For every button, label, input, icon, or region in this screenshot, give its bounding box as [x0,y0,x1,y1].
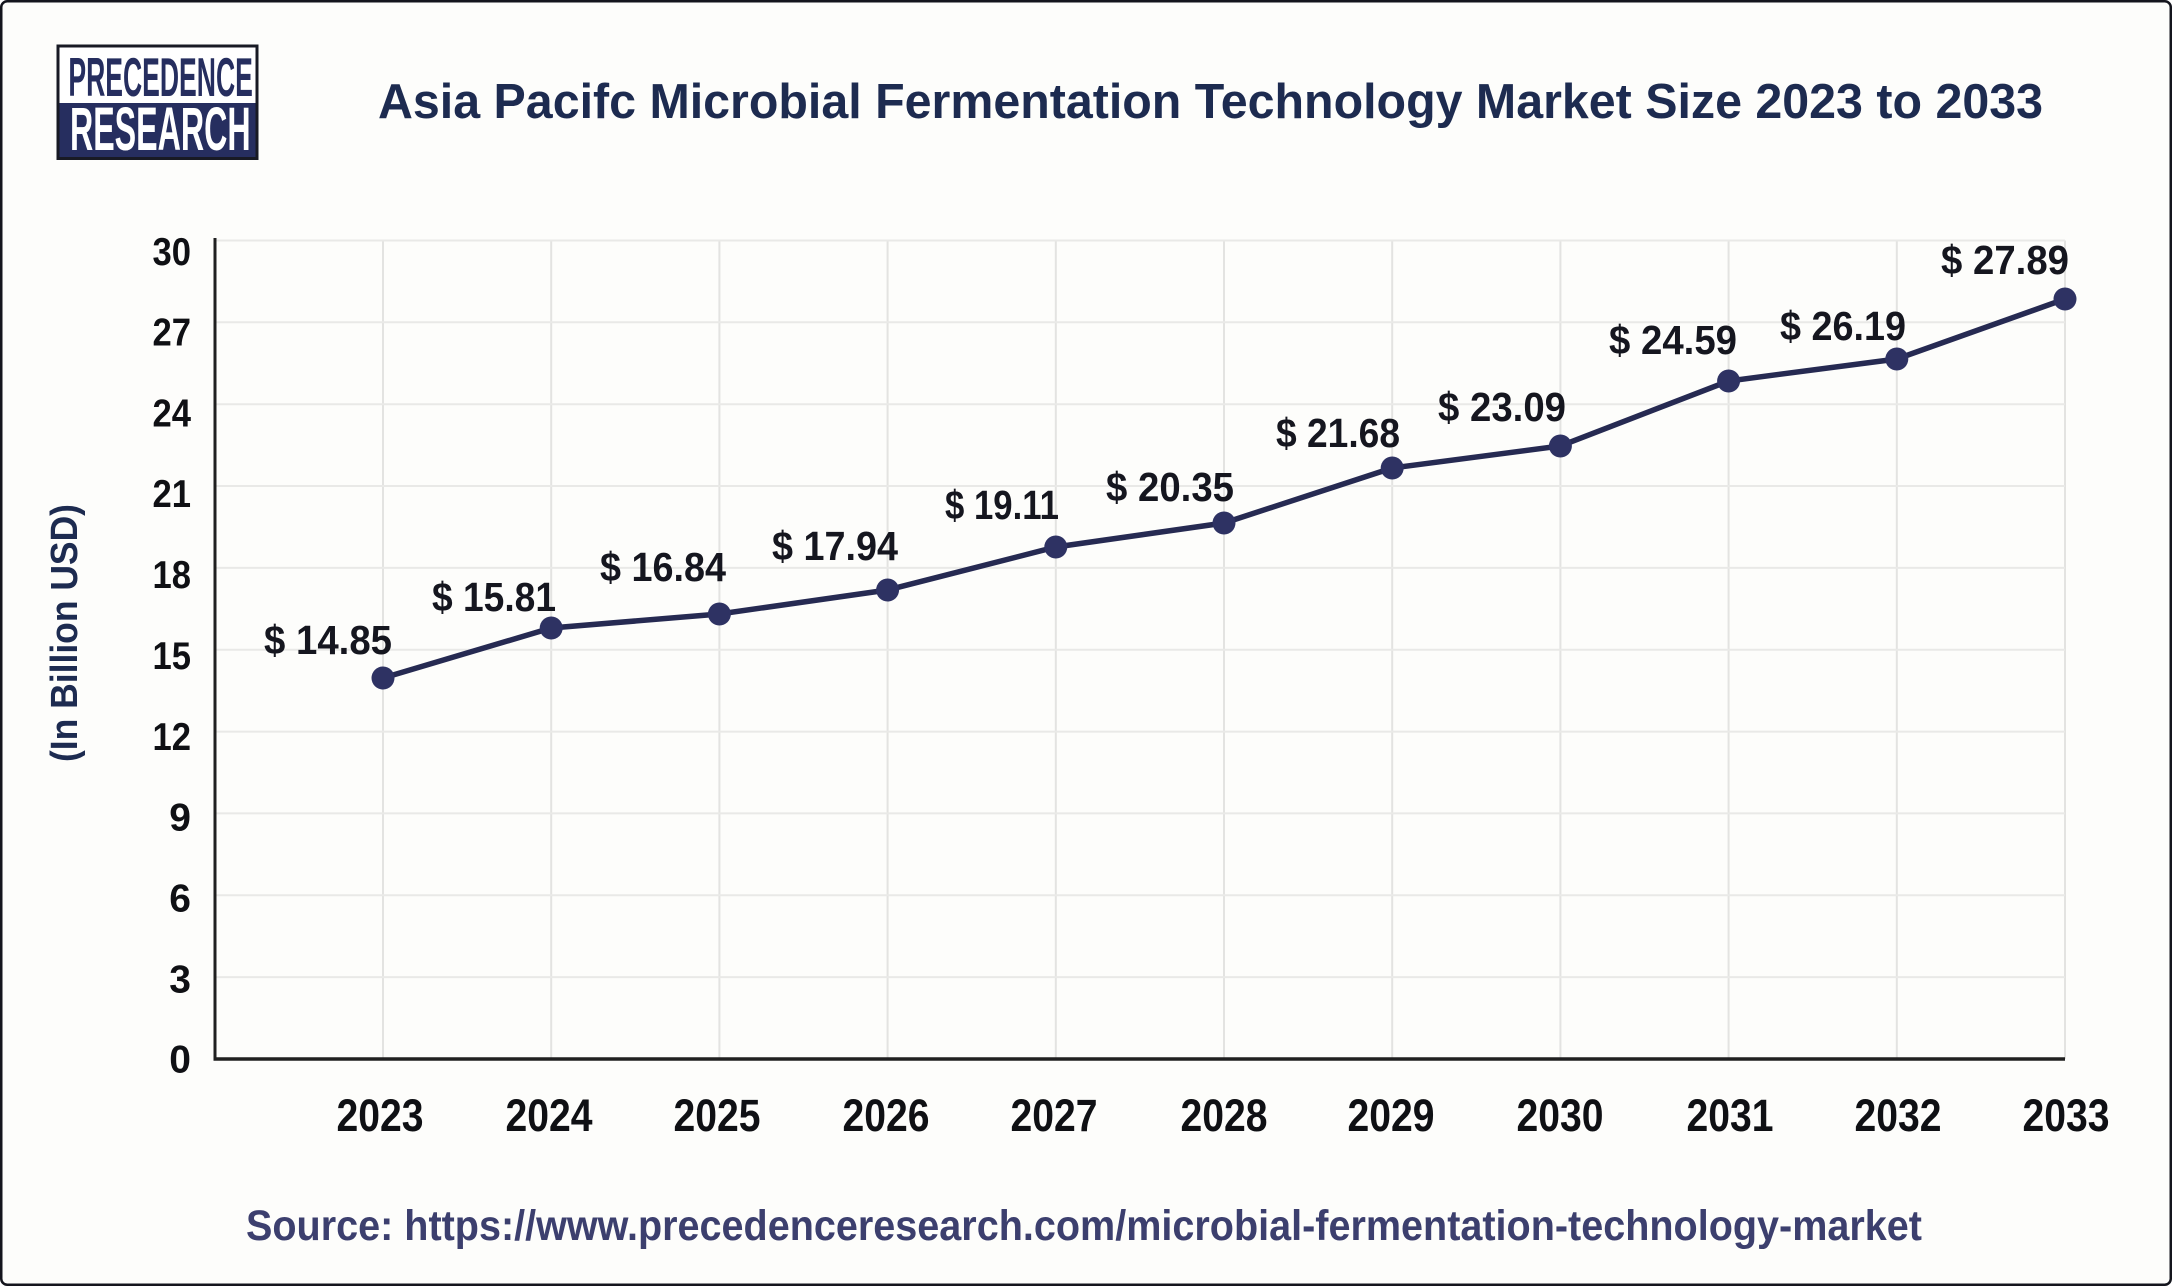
svg-text:9: 9 [169,797,191,840]
svg-text:$ 26.19: $ 26.19 [1780,303,1906,349]
svg-text:24: 24 [153,392,192,435]
svg-text:$ 21.68: $ 21.68 [1276,410,1400,456]
svg-text:2031: 2031 [1687,1090,1774,1141]
svg-text:Source: https://www.precedence: Source: https://www.precedenceresearch.c… [246,1202,1922,1250]
svg-text:$ 20.35: $ 20.35 [1106,464,1234,510]
svg-text:$ 27.89: $ 27.89 [1941,237,2069,283]
svg-text:6: 6 [169,878,191,921]
svg-text:$ 15.81: $ 15.81 [432,574,556,620]
svg-text:2033: 2033 [2023,1090,2110,1141]
svg-text:2023: 2023 [337,1090,424,1141]
svg-text:$ 14.85: $ 14.85 [264,617,392,663]
svg-text:2032: 2032 [1855,1090,1942,1141]
svg-text:21: 21 [153,473,192,516]
svg-text:2025: 2025 [674,1090,761,1141]
svg-text:$ 19.11: $ 19.11 [945,482,1059,528]
svg-text:0: 0 [169,1038,191,1081]
svg-text:2030: 2030 [1517,1090,1604,1141]
svg-text:2027: 2027 [1011,1090,1098,1141]
svg-text:$ 17.94: $ 17.94 [772,523,898,569]
svg-text:2028: 2028 [1181,1090,1268,1141]
svg-text:$ 23.09: $ 23.09 [1438,384,1566,430]
svg-text:$ 24.59: $ 24.59 [1609,317,1737,363]
svg-text:12: 12 [153,716,192,759]
svg-text:$ 16.84: $ 16.84 [600,544,726,590]
svg-text:(In Billion USD): (In Billion USD) [44,504,86,762]
svg-text:RESEARCH: RESEARCH [70,95,251,163]
svg-text:18: 18 [153,554,192,597]
svg-text:30: 30 [153,231,192,274]
svg-text:3: 3 [169,958,191,1001]
svg-text:2024: 2024 [506,1090,593,1141]
svg-text:27: 27 [153,312,192,355]
svg-text:Asia Pacifc Microbial Fermenta: Asia Pacifc Microbial Fermentation Techn… [378,75,2043,129]
svg-text:2026: 2026 [843,1090,930,1141]
svg-text:15: 15 [153,635,192,678]
svg-text:2029: 2029 [1348,1090,1435,1141]
svg-text:PRECEDENCE: PRECEDENCE [68,46,253,108]
